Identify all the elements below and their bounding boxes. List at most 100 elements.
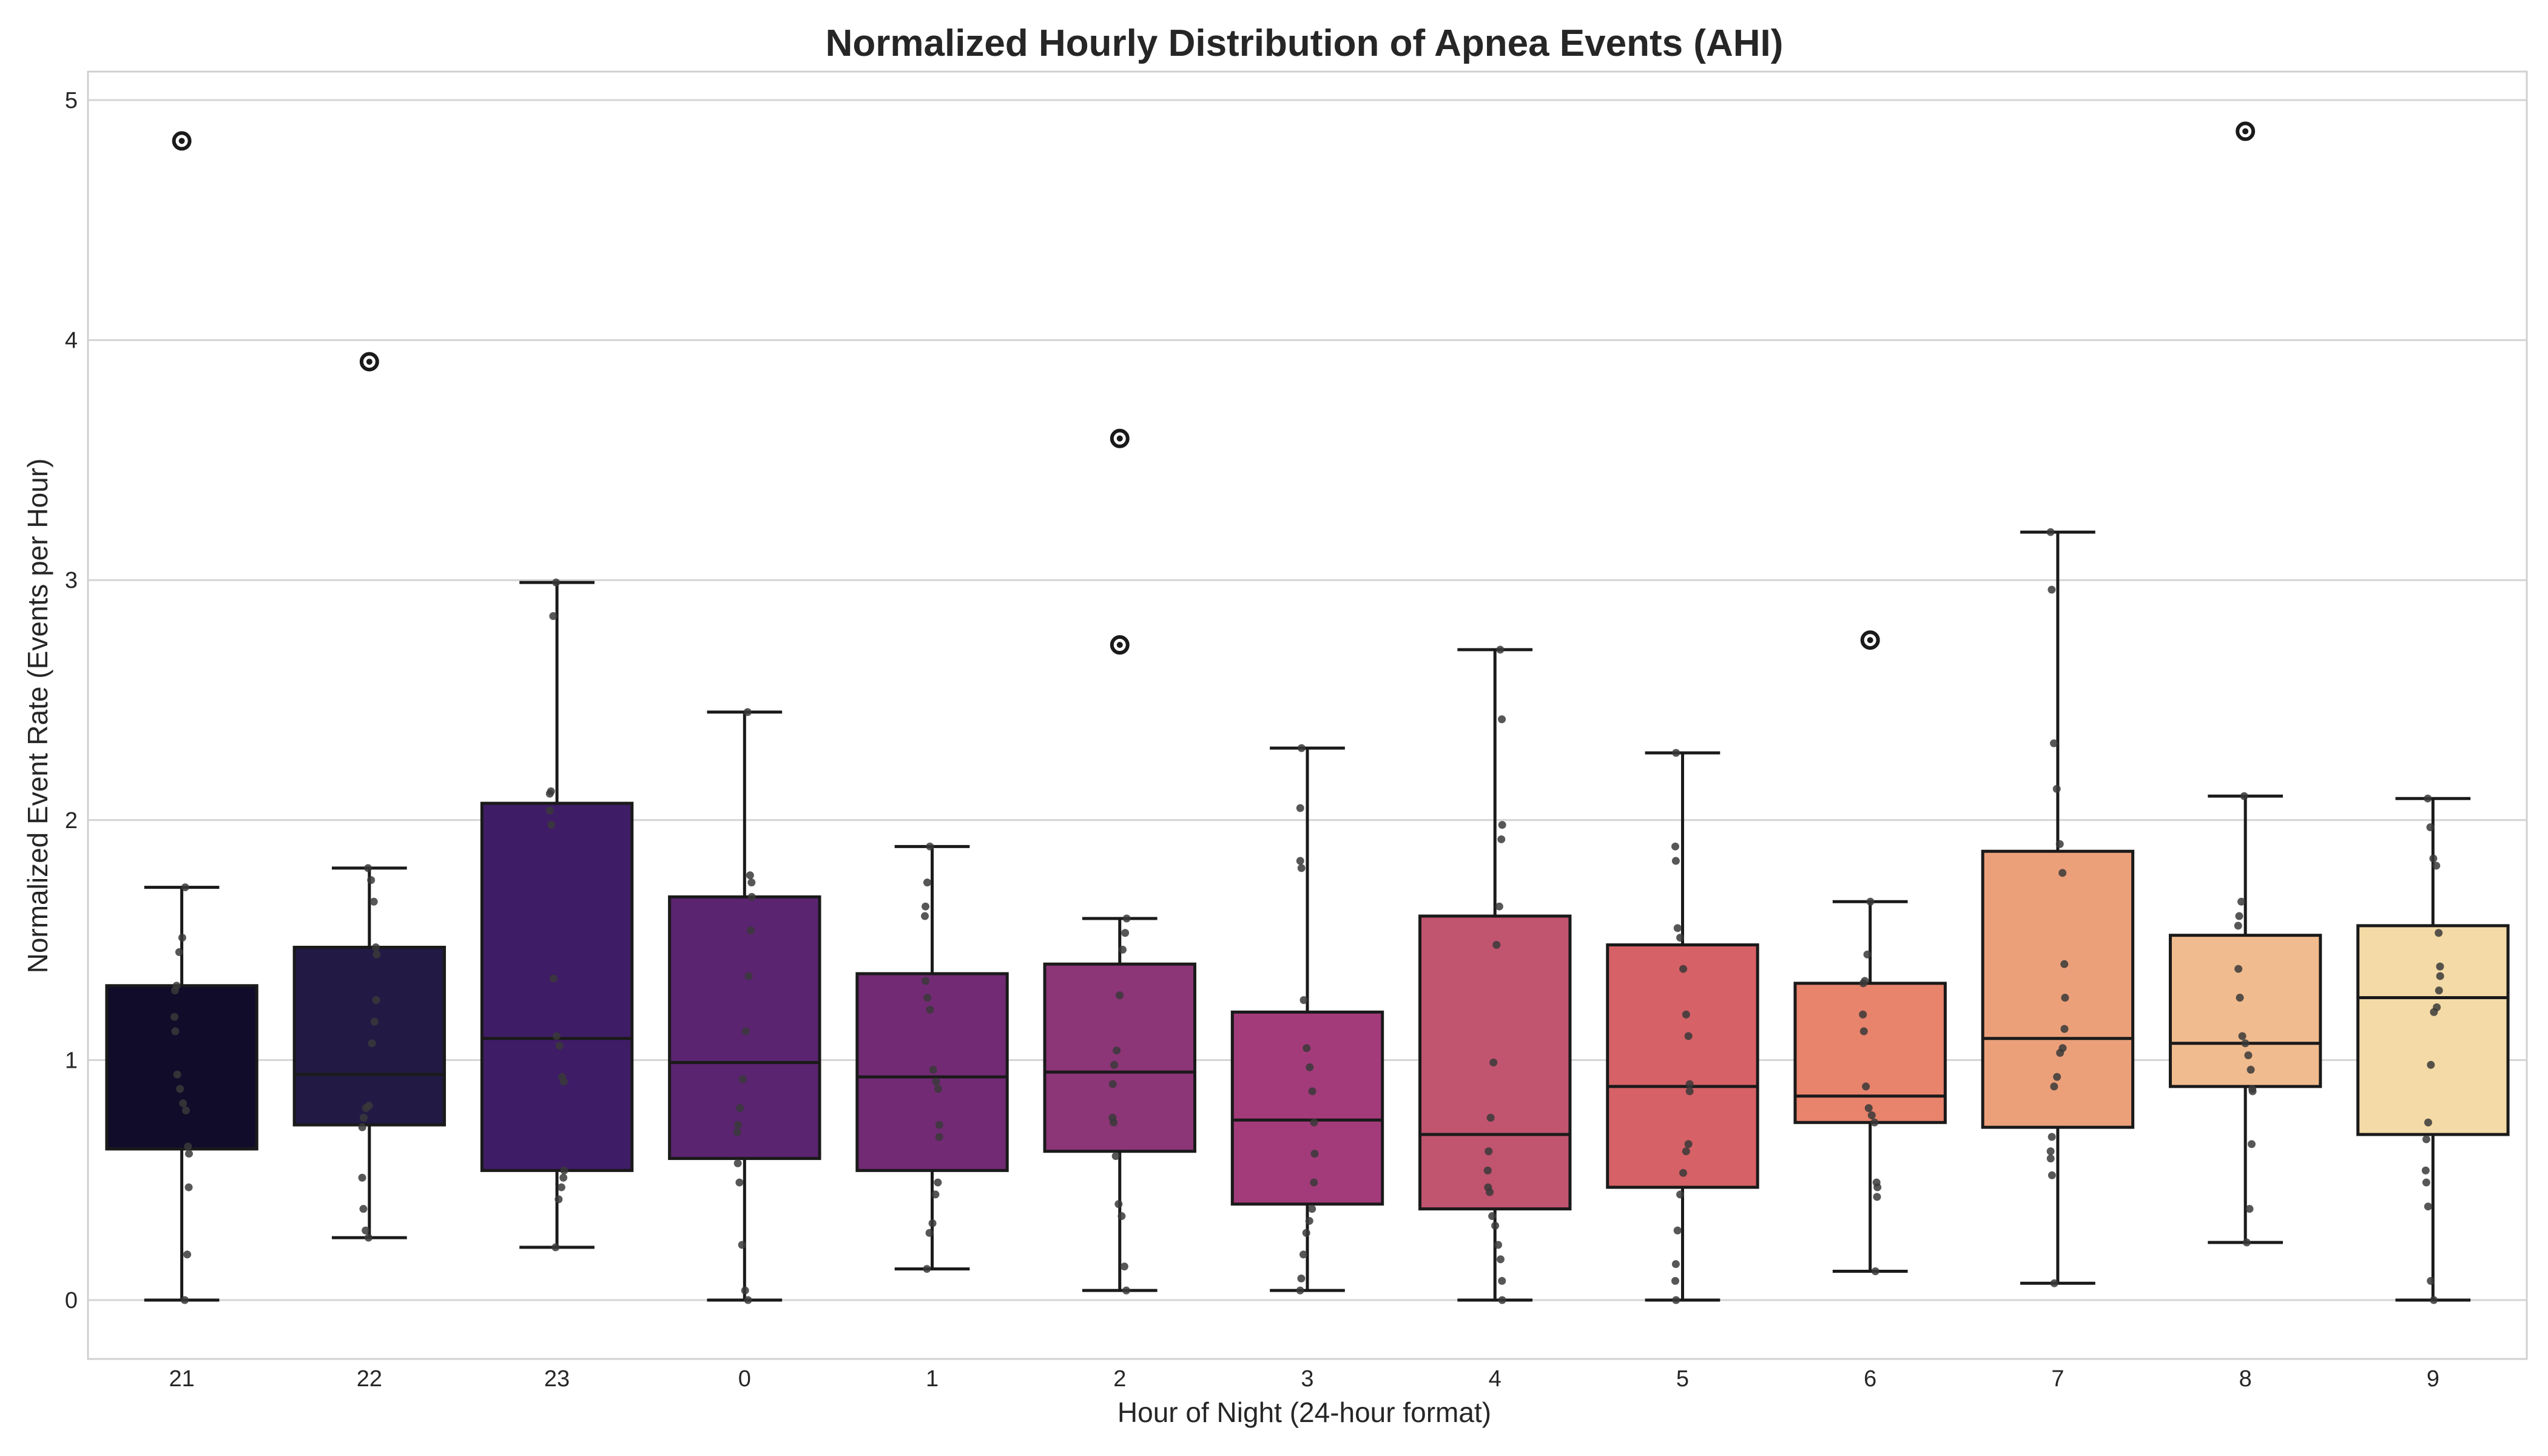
data-point (2433, 1003, 2441, 1011)
data-point (364, 1233, 372, 1242)
data-point (2046, 1154, 2055, 1163)
data-point (2241, 1039, 2250, 1048)
data-point (1684, 1140, 1693, 1148)
data-point (172, 982, 181, 990)
data-point (1108, 1080, 1117, 1088)
data-point (559, 1173, 568, 1182)
data-point (2046, 528, 2055, 536)
data-point (549, 612, 558, 621)
data-point (747, 926, 755, 935)
data-point (555, 1042, 564, 1050)
data-point (2422, 1135, 2430, 1144)
data-point (747, 892, 756, 901)
outliers (172, 121, 2256, 655)
data-point (2050, 1082, 2058, 1091)
data-point (551, 1243, 560, 1252)
box-22 (292, 945, 447, 1127)
data-point (1108, 1113, 1117, 1122)
data-point (2048, 1171, 2056, 1179)
data-point (1498, 715, 1506, 724)
data-point (733, 1159, 742, 1168)
outlier-dot (2242, 128, 2249, 135)
data-point (369, 897, 378, 906)
x-tick-label: 23 (544, 1366, 570, 1392)
data-point (2424, 1202, 2432, 1211)
data-point (1873, 1193, 1881, 1201)
data-point (1671, 842, 1679, 851)
data-point (1297, 744, 1306, 752)
data-point (176, 1085, 184, 1093)
data-point (371, 943, 380, 951)
data-point (1679, 1168, 1687, 1177)
data-point (181, 883, 189, 892)
data-point (935, 1133, 943, 1141)
data-point (741, 1286, 749, 1295)
y-tick-label: 0 (65, 1288, 78, 1313)
data-point (1861, 977, 1869, 985)
data-point (1494, 1241, 1502, 1249)
data-point (1673, 1226, 1682, 1235)
data-point (364, 864, 372, 872)
data-point (2061, 994, 2069, 1002)
data-point (1303, 1044, 1311, 1053)
data-point (1297, 864, 1306, 872)
data-point (1685, 1087, 1694, 1096)
data-point (1498, 1276, 1506, 1285)
data-point (2429, 854, 2438, 863)
data-point (733, 1128, 741, 1136)
x-tick-labels: 21 22 23 0 1 2 3 4 5 6 7 8 9 (169, 1366, 2439, 1392)
box-9 (2356, 924, 2510, 1136)
data-point (1296, 857, 1304, 865)
data-point (1676, 1190, 1684, 1199)
data-point (2242, 1238, 2251, 1247)
data-point (1120, 1262, 1128, 1271)
data-point (923, 1265, 931, 1273)
data-point (1679, 965, 1688, 973)
data-point (1488, 1212, 1497, 1221)
data-point (1310, 1150, 1319, 1158)
data-point (1672, 1296, 1680, 1304)
y-tick-label: 2 (65, 808, 78, 834)
data-point (1306, 1063, 1314, 1071)
data-point (1682, 1147, 1690, 1156)
data-point (2246, 1065, 2255, 1074)
data-point (358, 1173, 366, 1182)
outlier-dot (366, 359, 372, 365)
data-point (552, 578, 561, 587)
data-point (2060, 1025, 2069, 1033)
y-tick-label: 4 (65, 328, 78, 354)
x-tick-label: 3 (1301, 1366, 1313, 1392)
data-point (1872, 1178, 1881, 1187)
data-point (362, 1226, 370, 1235)
outlier-marker (172, 131, 192, 151)
data-point (2236, 994, 2244, 1002)
data-point (367, 876, 376, 885)
outlier-marker (2236, 121, 2256, 141)
x-tick-label: 1 (926, 1366, 939, 1392)
data-point (170, 1013, 179, 1021)
data-point (1864, 1104, 1873, 1113)
data-point (2427, 1276, 2435, 1285)
data-point (1483, 1166, 1492, 1175)
data-point (2234, 922, 2242, 930)
data-point (2435, 929, 2443, 937)
data-point (181, 1296, 189, 1304)
data-point (2048, 1133, 2056, 1141)
data-point (746, 871, 754, 880)
data-point (934, 1178, 942, 1187)
data-point (735, 1178, 744, 1187)
data-point (183, 1250, 192, 1259)
data-point (173, 1070, 181, 1079)
data-point (1296, 1286, 1304, 1295)
data-point (1489, 1058, 1498, 1067)
data-point (554, 1195, 563, 1204)
data-point (934, 1085, 943, 1093)
data-point (2432, 861, 2441, 870)
data-point (550, 974, 558, 983)
data-point (2430, 1296, 2438, 1304)
data-point (1496, 645, 1505, 654)
data-point (2435, 986, 2443, 995)
data-point (1682, 1010, 1690, 1019)
x-tick-label: 5 (1676, 1366, 1689, 1392)
outlier-dot (178, 138, 185, 144)
